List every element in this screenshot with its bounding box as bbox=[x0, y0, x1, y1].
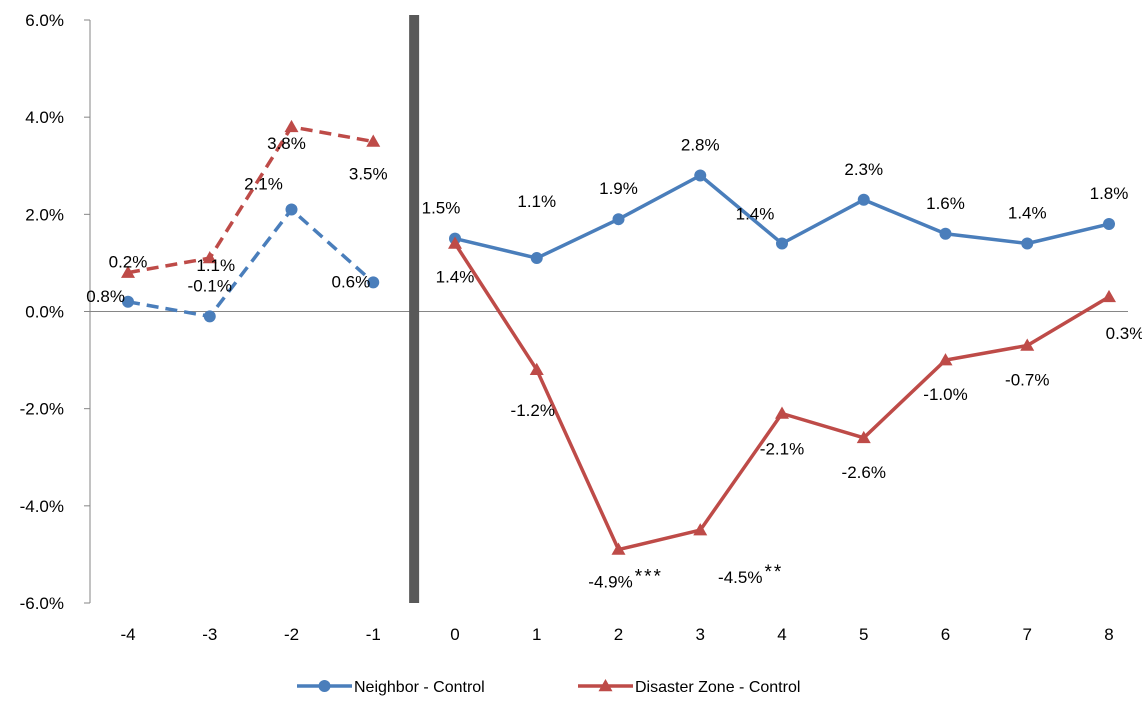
x-tick-label: 5 bbox=[859, 625, 868, 644]
series-line-pre bbox=[127, 207, 375, 319]
x-tick-label: -4 bbox=[120, 625, 135, 644]
point-circle bbox=[612, 213, 625, 226]
y-tick-label: 6.0% bbox=[25, 11, 64, 30]
axes: -6.0% -4.0% -2.0% 0.0% 2.0% 4.0% 6.0% -4 -3 -2 -1 0… bbox=[20, 11, 1128, 644]
data-label: 1.1% bbox=[196, 256, 235, 275]
point-circle bbox=[203, 310, 216, 323]
event-bar bbox=[409, 15, 420, 603]
x-tick-label: 3 bbox=[696, 625, 705, 644]
series-markers bbox=[121, 119, 1116, 555]
data-label: 1.4% bbox=[1008, 203, 1047, 222]
data-label: 0.8% bbox=[86, 287, 125, 306]
data-label: 1.5% bbox=[422, 199, 461, 218]
data-label: -4.5% bbox=[718, 568, 762, 587]
x-tick-label: 4 bbox=[777, 625, 786, 644]
point-triangle bbox=[121, 265, 135, 278]
point-triangle bbox=[1102, 289, 1116, 303]
x-tick-label: 6 bbox=[941, 625, 950, 644]
data-label: -2.6% bbox=[842, 463, 886, 482]
x-tick-label: 1 bbox=[532, 625, 541, 644]
data-label: 2.8% bbox=[681, 135, 720, 154]
event-marker bbox=[409, 15, 420, 603]
point-triangle bbox=[775, 406, 789, 419]
point-triangle bbox=[202, 251, 217, 264]
point-circle bbox=[1021, 237, 1034, 250]
point-triangle bbox=[448, 236, 462, 249]
point-triangle bbox=[529, 362, 544, 376]
data-label: 2.3% bbox=[844, 160, 883, 179]
point-circle bbox=[939, 227, 952, 240]
x-tick-label: -2 bbox=[284, 625, 299, 644]
legend-marker bbox=[318, 680, 331, 692]
significance-stars: ** bbox=[764, 562, 783, 583]
data-label: -2.1% bbox=[760, 440, 804, 459]
y-tick-label: 2.0% bbox=[25, 205, 64, 224]
data-label: -0.7% bbox=[1005, 371, 1049, 390]
series-line-pre bbox=[127, 125, 374, 275]
y-tick-label: -4.0% bbox=[20, 497, 64, 516]
point-circle bbox=[122, 295, 134, 308]
point-circle bbox=[367, 276, 380, 289]
point-triangle bbox=[693, 523, 708, 536]
data-label: 2.1% bbox=[244, 174, 283, 193]
data-label: 1.4% bbox=[736, 204, 775, 223]
point-circle bbox=[530, 252, 543, 265]
point-triangle bbox=[284, 119, 299, 133]
legend: Neighbor - Control Disaster Zone - Contro… bbox=[297, 679, 800, 696]
data-label: 0.2% bbox=[109, 253, 148, 272]
data-label: 0.6% bbox=[332, 272, 371, 291]
data-label: -4.9% bbox=[588, 573, 632, 592]
legend-label: Neighbor - Control bbox=[354, 679, 485, 696]
x-tick-label: -3 bbox=[202, 625, 217, 644]
data-label: 3.5% bbox=[349, 164, 388, 183]
data-label: -1.2% bbox=[511, 401, 555, 420]
point-triangle bbox=[856, 430, 871, 444]
y-tick-label: 0.0% bbox=[25, 303, 64, 322]
data-label: -0.1% bbox=[188, 276, 232, 295]
legend-marker bbox=[598, 679, 613, 692]
x-tick-label: -1 bbox=[366, 625, 381, 644]
y-tick-label: -2.0% bbox=[20, 400, 64, 419]
point-circle bbox=[857, 193, 870, 206]
point-circle bbox=[285, 203, 298, 216]
point-circle bbox=[776, 237, 788, 250]
significance-stars: *** bbox=[635, 567, 663, 588]
data-labels: 0.8% -0.1% 2.1% 0.6% 1.5% 1.1% 1.9% 2.8% 1.4% 2.3… bbox=[86, 134, 1142, 592]
point-triangle bbox=[938, 353, 953, 366]
data-label: 3.8% bbox=[267, 134, 306, 153]
point-triangle bbox=[1020, 338, 1035, 351]
point-circle bbox=[1103, 218, 1115, 231]
data-label: 1.6% bbox=[926, 194, 965, 213]
legend-label: Disaster Zone - Control bbox=[635, 679, 800, 696]
x-tick-label: 0 bbox=[450, 625, 459, 644]
data-label: 1.9% bbox=[599, 179, 638, 198]
data-label: 1.1% bbox=[517, 192, 556, 211]
series-line-post bbox=[453, 242, 1110, 552]
y-tick-label: 4.0% bbox=[25, 108, 64, 127]
data-label: 1.4% bbox=[436, 267, 475, 286]
data-label: 0.3% bbox=[1106, 324, 1142, 343]
point-circle bbox=[694, 169, 707, 182]
data-label: -1.0% bbox=[923, 385, 967, 404]
point-triangle bbox=[611, 542, 626, 555]
x-tick-label: 2 bbox=[614, 625, 623, 644]
y-tick-label: -6.0% bbox=[20, 594, 64, 613]
data-label: 1.8% bbox=[1090, 184, 1129, 203]
point-triangle bbox=[366, 134, 381, 147]
x-tick-label: 8 bbox=[1104, 625, 1113, 644]
x-tick-label: 7 bbox=[1023, 625, 1032, 644]
